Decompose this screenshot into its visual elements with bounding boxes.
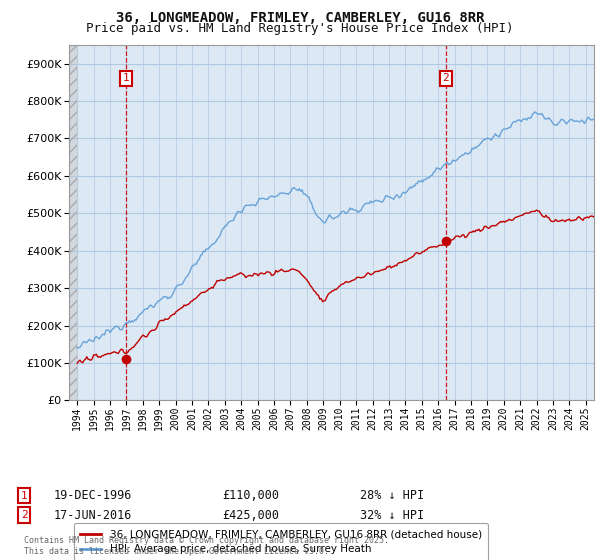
Text: 32% ↓ HPI: 32% ↓ HPI	[360, 508, 424, 522]
Text: Price paid vs. HM Land Registry's House Price Index (HPI): Price paid vs. HM Land Registry's House …	[86, 22, 514, 35]
Text: 1: 1	[122, 73, 130, 83]
Text: 36, LONGMEADOW, FRIMLEY, CAMBERLEY, GU16 8RR: 36, LONGMEADOW, FRIMLEY, CAMBERLEY, GU16…	[116, 11, 484, 25]
Text: 19-DEC-1996: 19-DEC-1996	[54, 489, 133, 502]
Legend: 36, LONGMEADOW, FRIMLEY, CAMBERLEY, GU16 8RR (detached house), HPI: Average pric: 36, LONGMEADOW, FRIMLEY, CAMBERLEY, GU16…	[74, 523, 488, 560]
Text: £425,000: £425,000	[222, 508, 279, 522]
Text: 2: 2	[442, 73, 449, 83]
Text: 28% ↓ HPI: 28% ↓ HPI	[360, 489, 424, 502]
Text: 2: 2	[20, 510, 28, 520]
Text: 17-JUN-2016: 17-JUN-2016	[54, 508, 133, 522]
Bar	[69, 45, 77, 400]
Text: Contains HM Land Registry data © Crown copyright and database right 2025.
This d: Contains HM Land Registry data © Crown c…	[24, 536, 389, 556]
Text: £110,000: £110,000	[222, 489, 279, 502]
Text: 1: 1	[20, 491, 28, 501]
Bar	[69, 45, 77, 400]
